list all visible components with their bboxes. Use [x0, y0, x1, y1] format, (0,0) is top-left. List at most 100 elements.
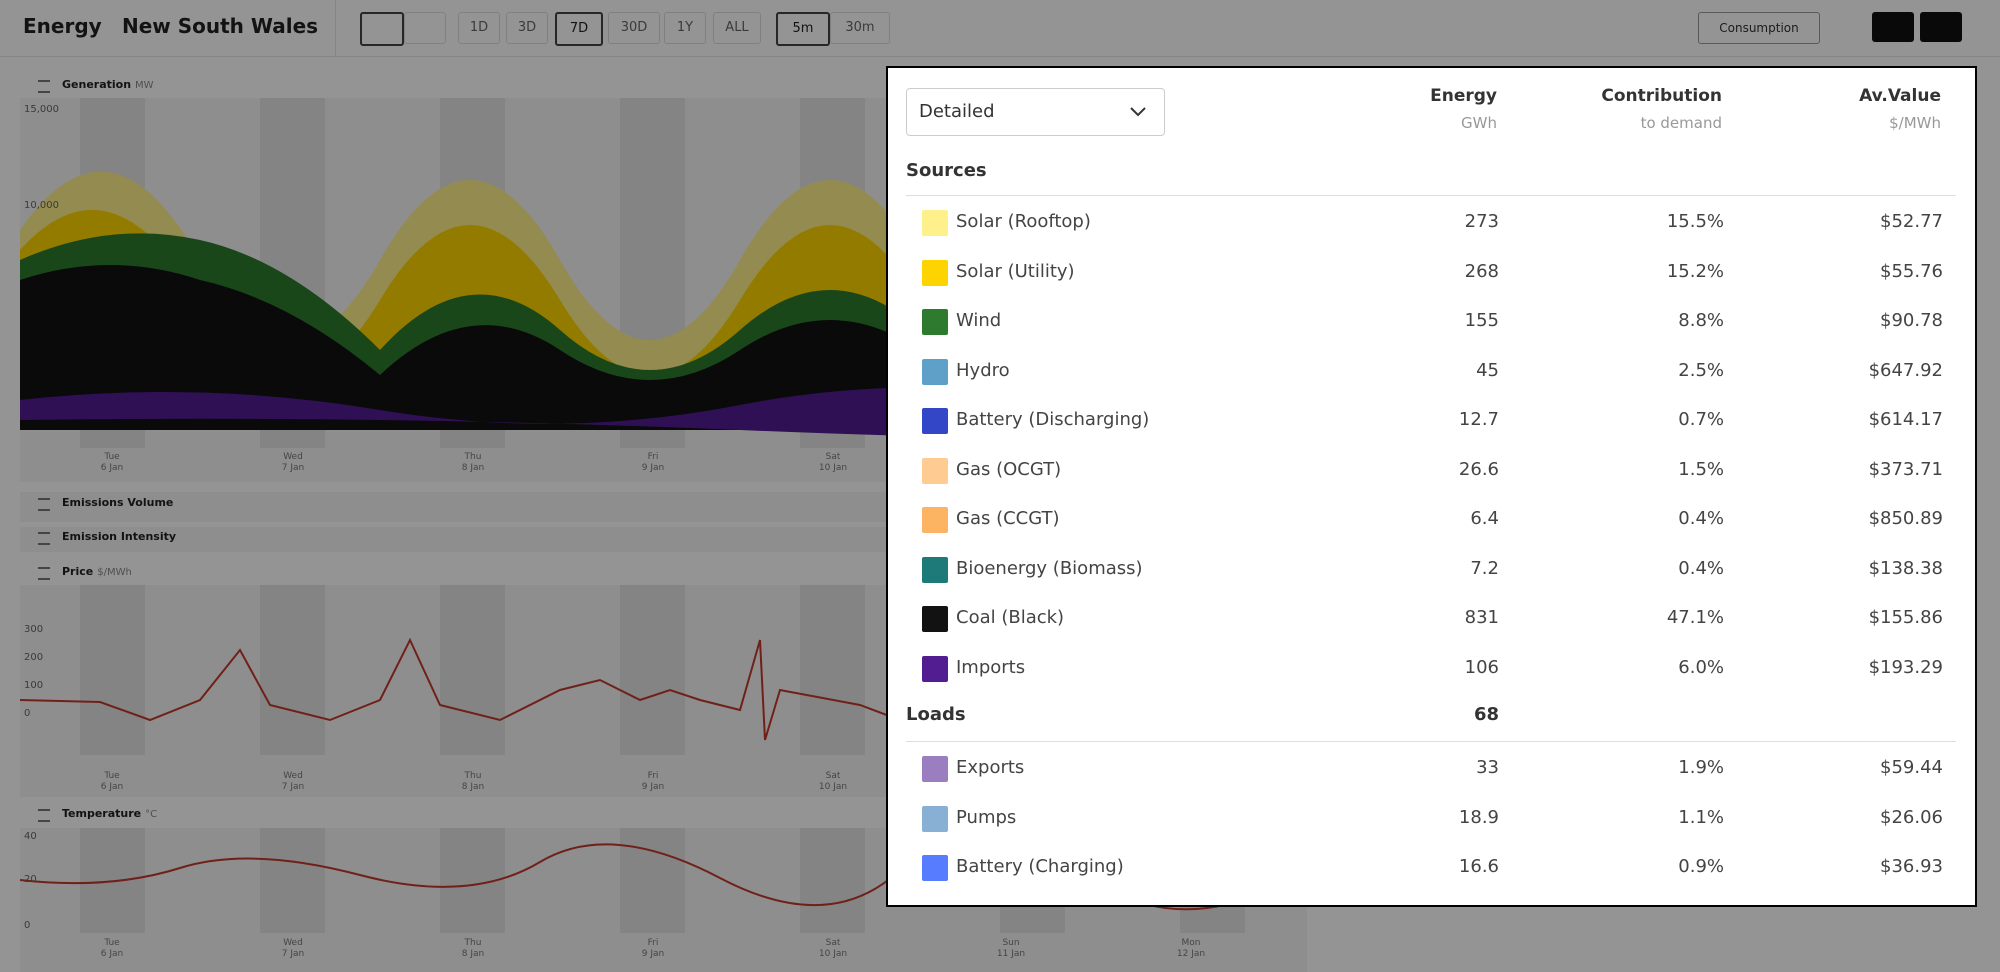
interval-button[interactable]: 5m [776, 12, 830, 46]
chart-unit: $/MWh [97, 567, 132, 578]
row-contribution: 0.4% [1678, 508, 1724, 529]
color-swatch [922, 358, 948, 385]
row-energy: 7.2 [1470, 557, 1499, 579]
row-contribution: 0.7% [1678, 409, 1724, 430]
dropdown[interactable]: Detailed [906, 88, 1165, 136]
day-label: Thu [464, 452, 482, 462]
title[interactable]: Energy [23, 14, 102, 38]
chart-unit: °C [145, 809, 158, 820]
divider [906, 195, 1956, 196]
column-subheader: $/MWh [1889, 114, 1941, 132]
row-value: $90.78 [1880, 310, 1943, 331]
date-label: 12 Jan [1176, 949, 1206, 959]
date-label: 8 Jan [461, 782, 485, 792]
date-label: 6 Jan [100, 463, 124, 473]
row-name[interactable]: Solar (Rooftop) [956, 211, 1091, 232]
section-title: Sources [906, 160, 987, 181]
row-contribution: 0.9% [1678, 856, 1724, 877]
divider [0, 56, 2000, 57]
day-label: Tue [104, 771, 120, 781]
row-contribution: 6.0% [1678, 656, 1724, 678]
column-header: Av.Value [1859, 86, 1941, 106]
row-name[interactable]: Gas (OCGT) [956, 458, 1062, 480]
row-contribution: 15.5% [1666, 211, 1724, 232]
chart-style-button[interactable] [404, 12, 446, 44]
color-swatch [922, 259, 948, 286]
date-label: 8 Jan [461, 949, 485, 959]
summary-panel: Detailed Sources Loads 68 Energy GWh Contr… [886, 66, 1977, 907]
row-contribution: 1.9% [1678, 757, 1724, 778]
date-label: 7 Jan [281, 782, 305, 792]
row-name[interactable]: Wind [956, 310, 1002, 331]
chart-menu[interactable] [38, 498, 50, 511]
date-label: 10 Jan [818, 463, 848, 473]
y-tick-label: 0 [24, 708, 31, 719]
date-label: 10 Jan [818, 782, 848, 792]
range-button[interactable]: 30D [608, 12, 660, 44]
date-label: 7 Jan [281, 463, 305, 473]
range-button[interactable]: 3D [506, 12, 548, 44]
color-swatch [922, 309, 948, 335]
chart-menu[interactable] [38, 809, 50, 822]
chart-menu[interactable] [38, 532, 50, 545]
share-button[interactable] [1920, 12, 1962, 42]
chart-menu[interactable] [38, 567, 50, 580]
row-energy: 12.7 [1458, 409, 1499, 430]
range-button[interactable]: ALL [713, 12, 761, 44]
chart-title: Generation MW [62, 78, 154, 91]
chart-style-button[interactable] [360, 12, 404, 46]
day-label: Mon [1181, 938, 1201, 948]
row-name[interactable]: Coal (Black) [956, 607, 1065, 628]
chart-menu[interactable] [38, 80, 50, 93]
date-label: 8 Jan [461, 463, 485, 473]
night-band [260, 828, 325, 933]
range-button[interactable]: 1Y [664, 12, 706, 44]
alert-button[interactable] [1872, 12, 1914, 42]
row-contribution: 0.4% [1678, 557, 1724, 579]
row-name[interactable]: Battery (Discharging) [956, 409, 1150, 430]
row-name[interactable]: Bioenergy (Biomass) [956, 557, 1143, 579]
color-swatch [922, 457, 948, 484]
region[interactable]: New South Wales [122, 14, 319, 38]
day-label: Tue [104, 938, 120, 948]
row-contribution: 2.5% [1678, 359, 1724, 381]
night-band [620, 585, 685, 755]
chart-title: Emissions Volume [62, 496, 174, 509]
range-button[interactable]: 7D [555, 12, 603, 46]
range-button[interactable]: 1D [458, 12, 500, 44]
row-energy: 831 [1464, 607, 1499, 628]
row-value: $52.77 [1880, 211, 1943, 232]
date-label: 9 Jan [641, 949, 665, 959]
view-select[interactable]: Consumption [1698, 12, 1820, 44]
row-name[interactable]: Exports [956, 757, 1025, 778]
row-energy: 45 [1476, 359, 1499, 381]
row-value: $26.06 [1880, 806, 1943, 828]
row-contribution: 15.2% [1666, 260, 1724, 282]
color-swatch [922, 606, 948, 632]
chart-title: Emission Intensity [62, 530, 177, 543]
interval-button[interactable]: 30m [830, 12, 890, 44]
row-value: $647.92 [1868, 359, 1943, 381]
color-swatch [922, 556, 948, 583]
row-name[interactable]: Imports [956, 656, 1026, 678]
row-name[interactable]: Hydro [956, 359, 1010, 381]
day-label: Sat [825, 452, 841, 462]
row-name[interactable]: Solar (Utility) [956, 260, 1075, 282]
row-name[interactable]: Gas (CCGT) [956, 508, 1060, 529]
day-label: Thu [464, 771, 482, 781]
color-swatch [922, 210, 948, 236]
row-name[interactable]: Pumps [956, 806, 1017, 828]
y-tick-label: 200 [24, 652, 44, 663]
chevron [1130, 107, 1146, 117]
column-header: Contribution [1601, 86, 1722, 106]
night-band [260, 585, 325, 755]
day-label: Sun [1002, 938, 1020, 948]
row-energy: 268 [1464, 260, 1499, 282]
date-label: 9 Jan [641, 463, 665, 473]
row-value: $55.76 [1880, 260, 1943, 282]
day-label: Thu [464, 938, 482, 948]
row-value: $373.71 [1868, 458, 1943, 480]
color-swatch [922, 855, 948, 881]
row-name[interactable]: Battery (Charging) [956, 856, 1124, 877]
